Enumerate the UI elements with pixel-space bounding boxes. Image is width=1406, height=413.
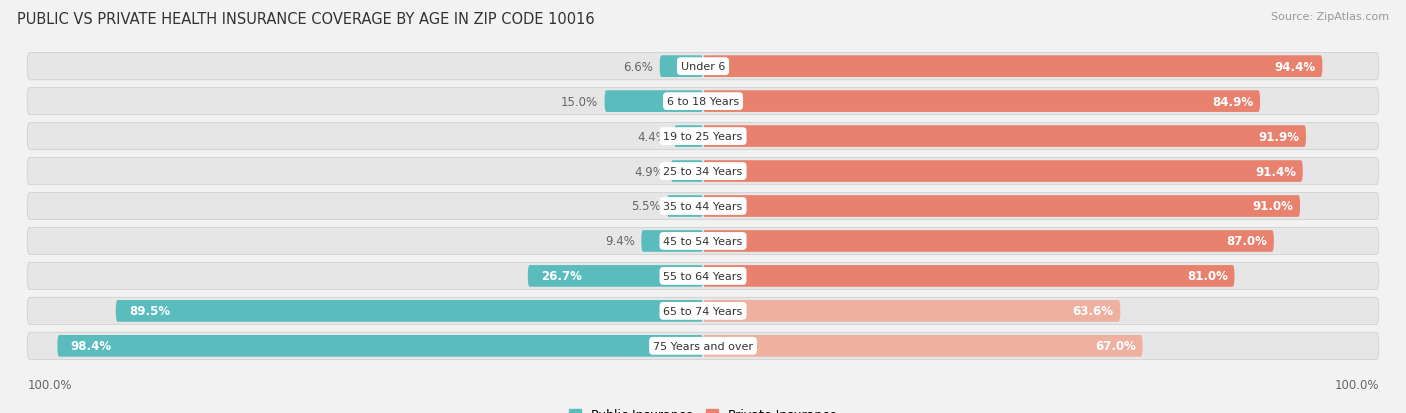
Text: 55 to 64 Years: 55 to 64 Years xyxy=(664,271,742,281)
FancyBboxPatch shape xyxy=(27,332,1379,360)
FancyBboxPatch shape xyxy=(27,193,1379,220)
FancyBboxPatch shape xyxy=(27,263,1379,290)
FancyBboxPatch shape xyxy=(671,161,703,183)
Text: 91.0%: 91.0% xyxy=(1253,200,1294,213)
FancyBboxPatch shape xyxy=(703,196,1301,217)
Text: 6.6%: 6.6% xyxy=(623,61,654,74)
Text: 87.0%: 87.0% xyxy=(1226,235,1267,248)
Text: 91.4%: 91.4% xyxy=(1256,165,1296,178)
FancyBboxPatch shape xyxy=(27,88,1379,116)
Text: 65 to 74 Years: 65 to 74 Years xyxy=(664,306,742,316)
Text: 100.0%: 100.0% xyxy=(27,378,72,391)
FancyBboxPatch shape xyxy=(605,91,703,113)
Text: 98.4%: 98.4% xyxy=(70,339,111,352)
Text: 26.7%: 26.7% xyxy=(541,270,582,283)
Text: 91.9%: 91.9% xyxy=(1258,130,1299,143)
Text: PUBLIC VS PRIVATE HEALTH INSURANCE COVERAGE BY AGE IN ZIP CODE 10016: PUBLIC VS PRIVATE HEALTH INSURANCE COVER… xyxy=(17,12,595,27)
Text: Under 6: Under 6 xyxy=(681,62,725,72)
FancyBboxPatch shape xyxy=(703,230,1274,252)
Text: 15.0%: 15.0% xyxy=(561,95,598,108)
FancyBboxPatch shape xyxy=(703,126,1306,147)
Legend: Public Insurance, Private Insurance: Public Insurance, Private Insurance xyxy=(564,404,842,413)
FancyBboxPatch shape xyxy=(666,196,703,217)
Text: 84.9%: 84.9% xyxy=(1212,95,1254,108)
Text: 100.0%: 100.0% xyxy=(1334,378,1379,391)
FancyBboxPatch shape xyxy=(115,300,703,322)
Text: 94.4%: 94.4% xyxy=(1275,61,1316,74)
Text: 6 to 18 Years: 6 to 18 Years xyxy=(666,97,740,107)
Text: 89.5%: 89.5% xyxy=(129,305,170,318)
FancyBboxPatch shape xyxy=(703,335,1143,357)
FancyBboxPatch shape xyxy=(659,56,703,78)
Text: 5.5%: 5.5% xyxy=(631,200,661,213)
Text: Source: ZipAtlas.com: Source: ZipAtlas.com xyxy=(1271,12,1389,22)
FancyBboxPatch shape xyxy=(527,266,703,287)
Text: 75 Years and over: 75 Years and over xyxy=(652,341,754,351)
Text: 4.9%: 4.9% xyxy=(634,165,664,178)
FancyBboxPatch shape xyxy=(27,228,1379,255)
Text: 9.4%: 9.4% xyxy=(605,235,634,248)
Text: 81.0%: 81.0% xyxy=(1187,270,1227,283)
Text: 25 to 34 Years: 25 to 34 Years xyxy=(664,166,742,177)
FancyBboxPatch shape xyxy=(703,161,1303,183)
FancyBboxPatch shape xyxy=(58,335,703,357)
FancyBboxPatch shape xyxy=(27,297,1379,325)
Text: 45 to 54 Years: 45 to 54 Years xyxy=(664,236,742,247)
FancyBboxPatch shape xyxy=(703,56,1323,78)
FancyBboxPatch shape xyxy=(703,91,1260,113)
Text: 19 to 25 Years: 19 to 25 Years xyxy=(664,132,742,142)
FancyBboxPatch shape xyxy=(673,126,703,147)
Text: 4.4%: 4.4% xyxy=(638,130,668,143)
FancyBboxPatch shape xyxy=(703,266,1234,287)
Text: 35 to 44 Years: 35 to 44 Years xyxy=(664,202,742,211)
FancyBboxPatch shape xyxy=(27,158,1379,185)
Text: 67.0%: 67.0% xyxy=(1095,339,1136,352)
Text: 63.6%: 63.6% xyxy=(1073,305,1114,318)
FancyBboxPatch shape xyxy=(27,123,1379,150)
FancyBboxPatch shape xyxy=(641,230,703,252)
FancyBboxPatch shape xyxy=(703,300,1121,322)
FancyBboxPatch shape xyxy=(27,53,1379,81)
